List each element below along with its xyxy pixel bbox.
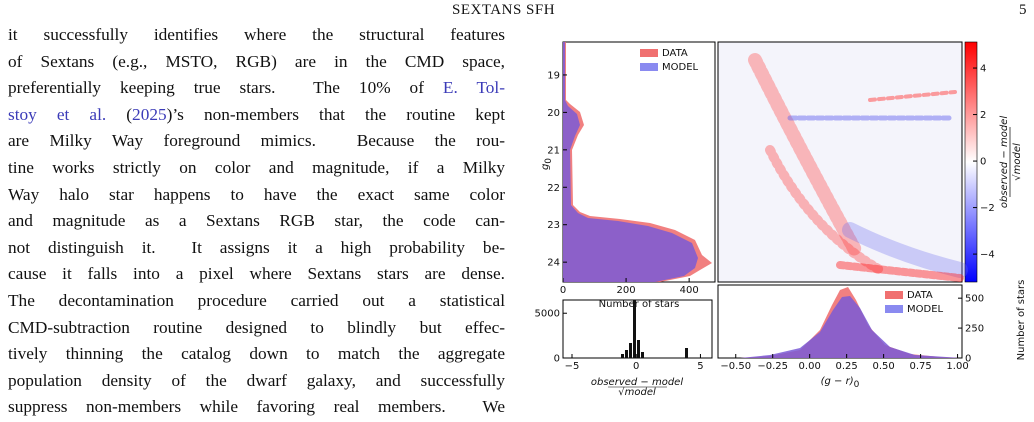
x-tick-label: 0 [633,361,639,372]
x-tick-label: 5 [697,361,703,372]
text-run: not distinguish it. It assigns it a high… [8,237,505,257]
y-tick-label: 4 [980,64,986,75]
text-run: are Milky Way foreground mimics. Because… [8,131,505,151]
y-tick-label: 250 [965,324,984,335]
y-tick-label: 21 [547,145,560,156]
label-numerator: observed − model [999,116,1010,208]
legend-swatch [640,63,658,71]
text-line: tively thinning the catalog down to matc… [8,343,505,365]
text-line: cause it falls into a pixel where Sextan… [8,263,505,285]
x-tick-label: 0.75 [909,361,931,372]
y-tick-label: 20 [547,108,560,119]
y-tick-label: 0 [554,354,560,365]
text-line: not distinguish it. It assigns it a high… [8,237,505,259]
x-axis-label: (g − r)0 [821,376,860,390]
text-run: suppress non-members while favoring real… [8,397,505,417]
x-tick-label: 0.25 [836,361,858,372]
text-run: The decontamination procedure carried ou… [8,291,505,310]
text-line: of Sextans (e.g., MSTO, RGB) are in the … [8,51,505,73]
x-tick-label: −0.25 [757,361,788,372]
text-line: population density of the dwarf galaxy, … [8,370,505,392]
text-line: The decontamination procedure carried ou… [8,290,505,312]
text-line: preferentially keeping true stars. The 1… [8,77,505,99]
citation-link[interactable]: E. Tol- [442,78,505,98]
x-axis-label-numerator: observed − model [591,377,683,388]
text-run: of Sextans (e.g., MSTO, RGB) are in the … [8,51,505,71]
running-title: SEXTANS SFH [452,2,556,18]
y-tick-label: 23 [547,220,560,231]
text-line: stoy et al. (2025)’s non-members that th… [8,104,505,126]
residual-histogram [621,300,688,358]
label-denominator: √model [1012,143,1023,181]
legend-label: DATA [662,48,688,59]
model-histogram [740,296,962,358]
legend-label: DATA [907,290,933,301]
label-sub: 0 [544,158,554,164]
text-run: and magnitude as a Sextans RGB star, the… [8,211,505,231]
x-tick-label: −0.50 [720,361,751,372]
text-run: preferentially keeping true stars. The 1… [8,78,443,98]
y-tick-label: 22 [547,183,560,194]
y-tick-label: 24 [547,258,560,269]
text-run: cause it falls into a pixel where Sextan… [8,264,505,284]
y-tick-label: −2 [980,203,995,214]
label-main: g [540,164,551,170]
label-denominator-text: model [1012,143,1023,174]
legend-swatch [640,49,658,57]
text-run: tively thinning the catalog down to matc… [8,344,505,364]
x-axis-label-denominator: √model [618,387,656,398]
citation-link[interactable]: 2025 [132,104,167,124]
citation-link[interactable]: stoy et al. [8,104,107,124]
text-run: tine works strictly on color and magnitu… [8,158,505,177]
text-line: and magnitude as a Sextans RGB star, the… [8,210,505,232]
legend-label: MODEL [662,62,699,73]
text-run: ( [106,104,133,124]
label-main: (g − r) [821,376,854,387]
label-denominator-text: model [625,387,656,398]
x-axis-label: Number of stars [599,299,680,310]
text-run: CMD-subtraction routine designed to blin… [8,317,505,337]
legend-swatch [885,305,903,313]
x-tick-label: 200 [617,285,636,296]
colorbar-label: observed − model √model [999,116,1023,208]
y-tick-label: 2 [980,110,986,121]
panel-frame [717,41,963,283]
x-tick-label: 1.00 [946,361,968,372]
heatmap [748,53,968,282]
text-run: Way halo star happens to have the exact … [8,184,505,204]
text-line: suppress non-members while favoring real… [8,396,505,418]
legend-label: MODEL [907,304,944,315]
model-histogram [563,42,698,282]
y-tick-label: 500 [965,294,984,305]
y-tick-label: 0 [980,157,986,168]
y-tick-label: −4 [980,250,995,261]
x-tick-label: 0 [560,285,566,296]
text-line: CMD-subtraction routine designed to blin… [8,317,505,339]
y-tick-label: 0 [965,354,971,365]
y-axis-label: g0 [540,158,554,170]
y-tick-label: 19 [547,70,560,81]
y-axis-label: Number of stars [1016,280,1027,361]
text-line: Way halo star happens to have the exact … [8,184,505,206]
x-tick-label: 400 [680,285,699,296]
text-run: )’s non-members that the routine kept [166,104,505,124]
legend-swatch [885,291,903,299]
x-tick-label: 0.00 [799,361,821,372]
colorbar [964,41,978,283]
text-line: tine works strictly on color and magnitu… [8,157,505,179]
label-sub: 0 [854,380,860,390]
text-run: it successfully identifies where the str… [8,25,505,44]
text-run: population density of the dwarf galaxy, … [8,370,505,390]
text-line: it successfully identifies where the str… [8,24,505,46]
y-tick-label: 5000 [535,309,560,320]
page-number: 5 [1019,2,1027,18]
text-line: are Milky Way foreground mimics. Because… [8,130,505,152]
x-tick-label: −5 [565,361,580,372]
x-tick-label: 0.50 [872,361,894,372]
